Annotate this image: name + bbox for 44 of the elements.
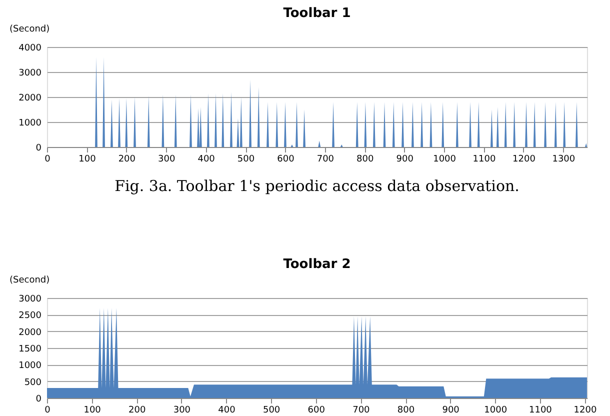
x-tick-label: 0 bbox=[44, 154, 51, 164]
x-tick-label: 700 bbox=[316, 154, 334, 164]
x-tick-label: 800 bbox=[356, 154, 374, 164]
x-tick-label: 900 bbox=[442, 406, 460, 416]
x-tick-label: 1000 bbox=[433, 154, 456, 164]
x-tick-label: 600 bbox=[277, 154, 295, 164]
x-tick-label: 1200 bbox=[512, 154, 536, 164]
x-tick-label: 700 bbox=[352, 406, 370, 416]
x-tick-label: 500 bbox=[237, 154, 255, 164]
x-tick-label: 600 bbox=[308, 406, 326, 416]
x-tick-label: 1100 bbox=[528, 406, 552, 416]
chart-title: Toolbar 2 bbox=[283, 257, 351, 272]
y-tick-label: 1500 bbox=[18, 344, 42, 354]
y-axis-title: (Second) bbox=[10, 24, 50, 34]
x-tick-label: 100 bbox=[84, 406, 102, 416]
y-tick-label: 2000 bbox=[18, 328, 42, 338]
y-tick-label: 0 bbox=[36, 144, 42, 154]
x-tick-label: 200 bbox=[118, 154, 136, 164]
y-tick-label: 2500 bbox=[18, 311, 42, 322]
caption: Fig. 3a. Toolbar 1's periodic access data observation. bbox=[114, 177, 520, 195]
y-tick-label: 1000 bbox=[18, 361, 42, 372]
x-tick-label: 1200 bbox=[574, 406, 597, 416]
x-tick-label: 1000 bbox=[484, 406, 508, 416]
x-tick-label: 800 bbox=[397, 406, 415, 416]
x-tick-label: 400 bbox=[198, 154, 216, 164]
y-tick-label: 0 bbox=[36, 394, 42, 404]
x-tick-label: 300 bbox=[158, 154, 176, 164]
y-tick-label: 3000 bbox=[18, 294, 42, 304]
x-tick-label: 1100 bbox=[472, 154, 496, 164]
x-tick-label: 400 bbox=[218, 406, 236, 416]
x-tick-label: 900 bbox=[396, 154, 414, 164]
chart-title: Toolbar 1 bbox=[283, 6, 351, 21]
x-tick-label: 500 bbox=[262, 406, 280, 416]
x-tick-label: 1300 bbox=[552, 154, 576, 164]
y-tick-label: 2000 bbox=[18, 94, 42, 104]
y-axis-title: (Second) bbox=[10, 276, 50, 286]
x-tick-label: 0 bbox=[44, 406, 51, 416]
y-tick-label: 4000 bbox=[18, 44, 42, 54]
y-tick-label: 3000 bbox=[18, 68, 42, 78]
x-tick-label: 200 bbox=[128, 406, 146, 416]
y-tick-label: 500 bbox=[24, 378, 42, 388]
x-tick-label: 300 bbox=[173, 406, 191, 416]
y-tick-label: 1000 bbox=[18, 118, 42, 128]
x-tick-label: 100 bbox=[78, 154, 96, 164]
